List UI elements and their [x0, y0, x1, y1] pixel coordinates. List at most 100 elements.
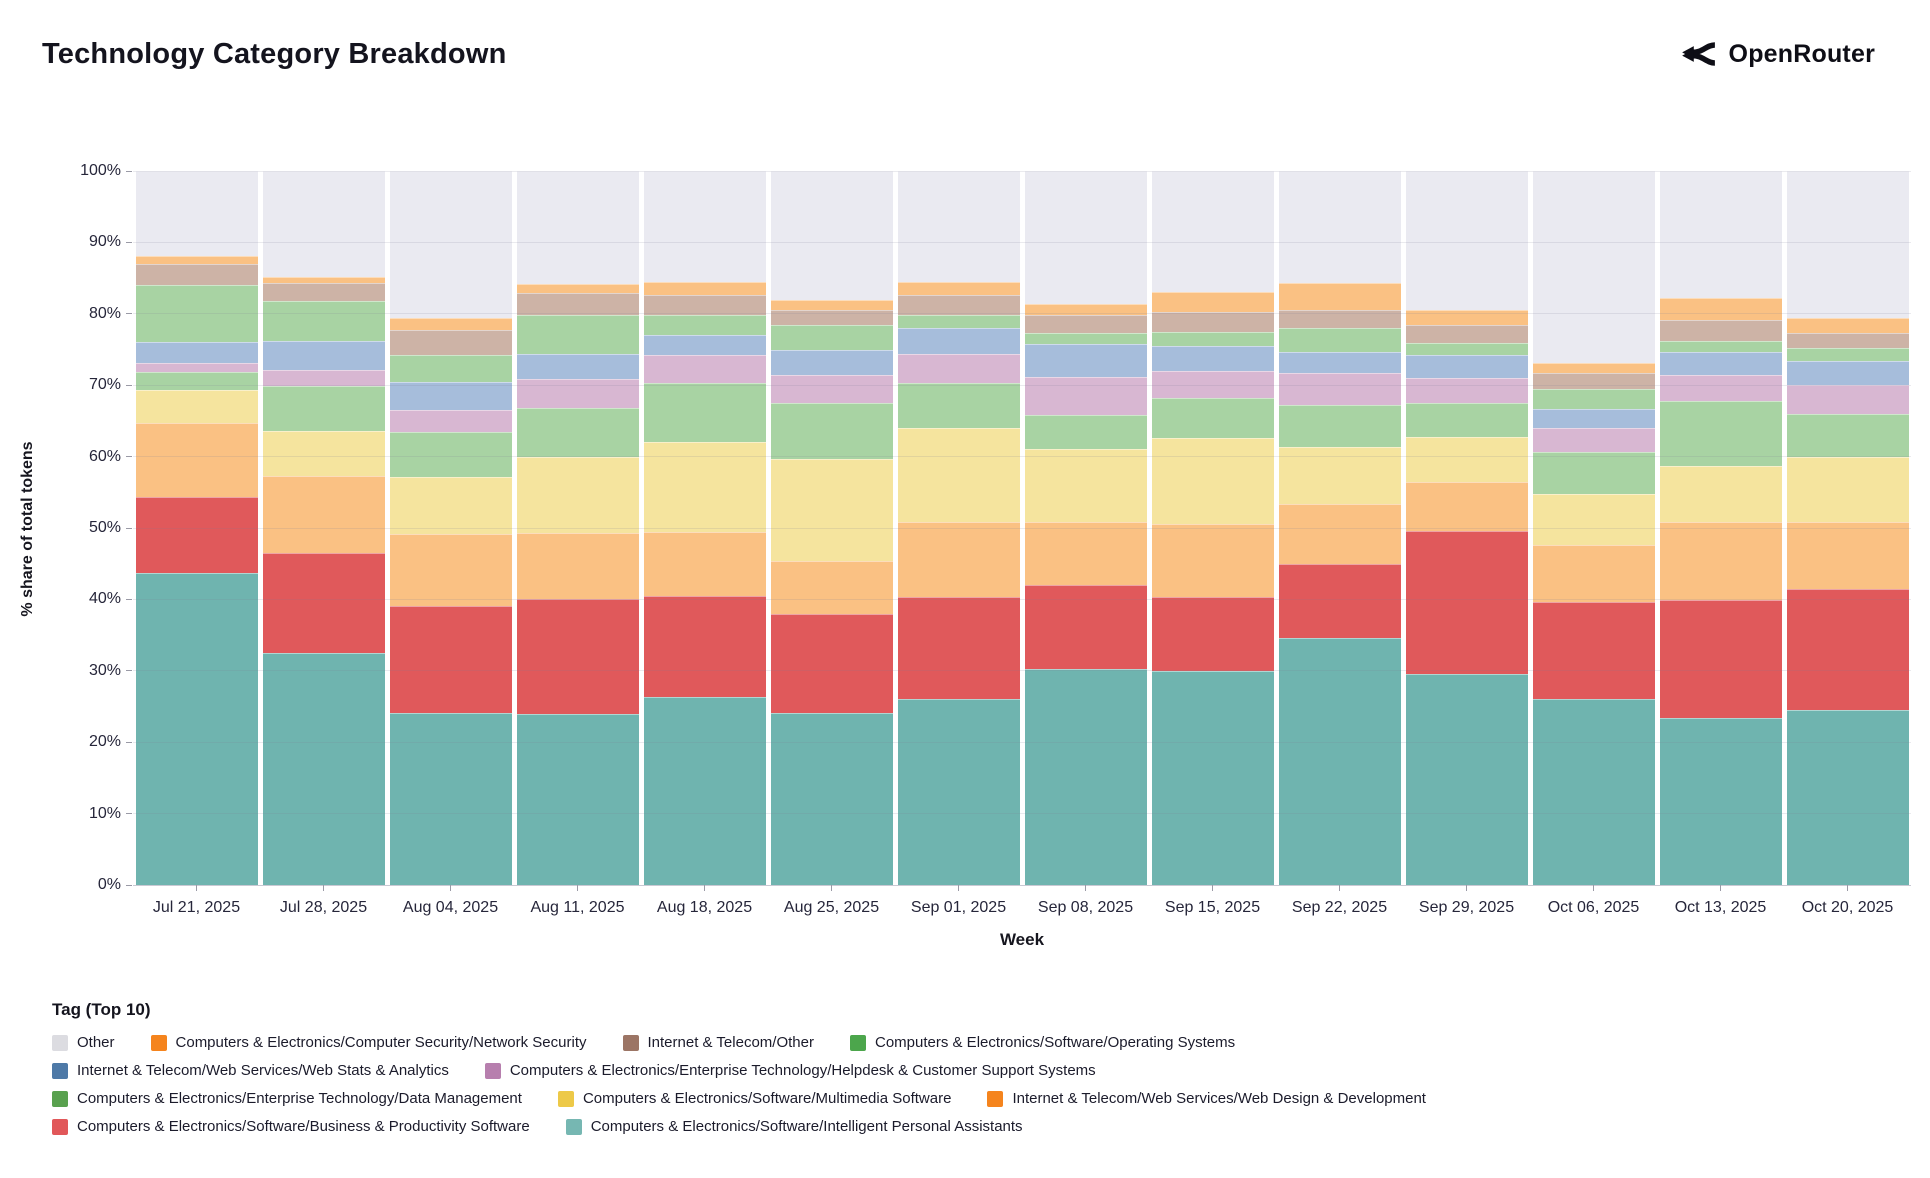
- bar-segment-ipa[interactable]: [770, 712, 893, 885]
- bar-segment-bp[interactable]: [770, 614, 893, 713]
- bar-segment-ns[interactable]: [516, 283, 639, 294]
- bar-segment-ito[interactable]: [1659, 320, 1782, 341]
- bar-segment-ns[interactable]: [1278, 283, 1401, 311]
- bar-segment-hd[interactable]: [643, 355, 766, 384]
- bar-segment-ipa[interactable]: [1786, 710, 1909, 885]
- bar-segment-mm[interactable]: [897, 427, 1020, 522]
- bar-segment-dm[interactable]: [135, 371, 258, 391]
- bar-segment-dm[interactable]: [1024, 415, 1147, 450]
- bar-segment-bp[interactable]: [897, 597, 1020, 700]
- bar-segment-ns[interactable]: [262, 277, 385, 284]
- bar-segment-ns[interactable]: [135, 255, 258, 264]
- bar-segment-bp[interactable]: [1024, 585, 1147, 669]
- bar-segment-bp[interactable]: [1532, 602, 1655, 700]
- bar-segment-hd[interactable]: [1151, 370, 1274, 398]
- bar-segment-ipa[interactable]: [1278, 637, 1401, 885]
- bar-segment-mm[interactable]: [770, 458, 893, 561]
- bar-segment-other[interactable]: [770, 171, 893, 301]
- legend-item-ito[interactable]: Internet & Telecom/Other: [622, 1034, 814, 1051]
- bar-segment-wd[interactable]: [643, 531, 766, 596]
- bar-sep-15-2025[interactable]: [1149, 171, 1276, 885]
- bar-segment-ws[interactable]: [1659, 351, 1782, 376]
- bar-segment-ipa[interactable]: [1659, 717, 1782, 885]
- bar-segment-ws[interactable]: [770, 350, 893, 376]
- bar-segment-mm[interactable]: [262, 430, 385, 476]
- bar-segment-hd[interactable]: [1786, 385, 1909, 415]
- bar-segment-ns[interactable]: [897, 281, 1020, 296]
- bar-segment-mm[interactable]: [1532, 494, 1655, 546]
- bar-segment-ito[interactable]: [135, 263, 258, 286]
- bar-segment-dm[interactable]: [1405, 403, 1528, 437]
- bar-segment-mm[interactable]: [1786, 456, 1909, 522]
- bar-segment-hd[interactable]: [1659, 375, 1782, 401]
- bar-segment-ws[interactable]: [1024, 344, 1147, 377]
- bar-segment-os[interactable]: [1786, 348, 1909, 361]
- bar-segment-hd[interactable]: [1405, 378, 1528, 403]
- bar-segment-ipa[interactable]: [1532, 699, 1655, 885]
- bar-segment-mm[interactable]: [1024, 449, 1147, 522]
- bar-segment-wd[interactable]: [1786, 521, 1909, 590]
- bar-segment-ws[interactable]: [262, 340, 385, 371]
- bar-oct-06-2025[interactable]: [1530, 171, 1657, 885]
- bar-segment-hd[interactable]: [1278, 373, 1401, 406]
- bar-segment-ws[interactable]: [643, 335, 766, 356]
- bar-segment-wd[interactable]: [135, 422, 258, 497]
- bar-segment-hd[interactable]: [389, 410, 512, 432]
- bar-segment-bp[interactable]: [643, 595, 766, 698]
- bar-segment-ipa[interactable]: [1405, 674, 1528, 885]
- bar-segment-ito[interactable]: [389, 329, 512, 356]
- bar-segment-ns[interactable]: [1532, 363, 1655, 374]
- bar-segment-hd[interactable]: [262, 370, 385, 386]
- bar-segment-wd[interactable]: [262, 475, 385, 553]
- bar-segment-dm[interactable]: [897, 383, 1020, 428]
- legend-item-hd[interactable]: Computers & Electronics/Enterprise Techn…: [484, 1062, 1096, 1079]
- bar-segment-os[interactable]: [1405, 343, 1528, 356]
- bar-segment-os[interactable]: [1151, 331, 1274, 346]
- legend-item-dm[interactable]: Computers & Electronics/Enterprise Techn…: [52, 1090, 522, 1107]
- bar-segment-ito[interactable]: [262, 283, 385, 301]
- bar-segment-bp[interactable]: [1278, 564, 1401, 638]
- bar-segment-ns[interactable]: [1405, 310, 1528, 326]
- bar-segment-os[interactable]: [262, 300, 385, 341]
- bar-segment-ipa[interactable]: [1151, 670, 1274, 885]
- bar-segment-ws[interactable]: [897, 328, 1020, 354]
- bar-segment-wd[interactable]: [1278, 503, 1401, 565]
- bar-segment-ws[interactable]: [516, 353, 639, 380]
- bar-segment-other[interactable]: [1151, 171, 1274, 292]
- bar-segment-ws[interactable]: [1278, 351, 1401, 374]
- bar-aug-25-2025[interactable]: [768, 171, 895, 885]
- bar-segment-wd[interactable]: [1659, 521, 1782, 601]
- legend-item-mm[interactable]: Computers & Electronics/Software/Multime…: [557, 1090, 951, 1107]
- bar-segment-mm[interactable]: [135, 390, 258, 423]
- bar-segment-other[interactable]: [1786, 171, 1909, 319]
- bar-segment-bp[interactable]: [262, 552, 385, 653]
- bar-segment-ito[interactable]: [643, 295, 766, 316]
- bar-segment-ito[interactable]: [897, 295, 1020, 316]
- bar-segment-wd[interactable]: [1151, 523, 1274, 598]
- bar-segment-other[interactable]: [1024, 171, 1147, 304]
- bar-segment-ipa[interactable]: [1024, 668, 1147, 885]
- bar-segment-dm[interactable]: [516, 408, 639, 457]
- bar-segment-bp[interactable]: [1405, 531, 1528, 675]
- bar-segment-bp[interactable]: [1786, 589, 1909, 710]
- bar-jul-21-2025[interactable]: [133, 171, 260, 885]
- bar-segment-other[interactable]: [1659, 171, 1782, 299]
- bar-segment-wd[interactable]: [516, 532, 639, 600]
- brand-logo[interactable]: OpenRouter: [1679, 36, 1875, 72]
- bar-segment-ito[interactable]: [1151, 311, 1274, 332]
- bar-segment-ito[interactable]: [1405, 325, 1528, 344]
- bar-segment-os[interactable]: [516, 315, 639, 354]
- bar-segment-dm[interactable]: [1659, 400, 1782, 466]
- bar-segment-other[interactable]: [643, 171, 766, 282]
- bar-segment-mm[interactable]: [389, 476, 512, 534]
- bar-segment-ws[interactable]: [135, 342, 258, 364]
- bar-segment-dm[interactable]: [770, 403, 893, 459]
- bar-oct-20-2025[interactable]: [1784, 171, 1911, 885]
- bar-segment-ipa[interactable]: [262, 652, 385, 885]
- bar-segment-ito[interactable]: [516, 293, 639, 316]
- bar-segment-ipa[interactable]: [516, 713, 639, 885]
- bar-segment-ipa[interactable]: [389, 712, 512, 885]
- bar-segment-wd[interactable]: [897, 521, 1020, 598]
- bar-segment-bp[interactable]: [389, 605, 512, 713]
- bar-segment-os[interactable]: [135, 285, 258, 343]
